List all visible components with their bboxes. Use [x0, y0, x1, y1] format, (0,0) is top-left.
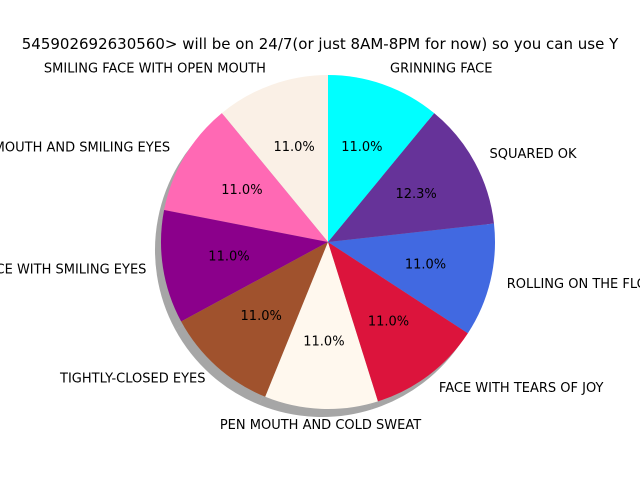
pie-slice-3 [181, 242, 328, 397]
slice-label-0: SMILING FACE WITH OPEN MOUTH [44, 62, 266, 77]
slice-label-8: GRINNING FACE [390, 62, 492, 77]
pie-slice-6 [328, 223, 496, 334]
slice-pct-label-0: 11.0% [273, 140, 314, 155]
pie-slices [160, 75, 496, 409]
slice-pct-label-2: 11.0% [208, 250, 249, 265]
pie-slice-7 [328, 113, 494, 242]
slice-label-1: TH OPEN MOUTH AND SMILING EYES [0, 140, 170, 155]
pie-slice-1 [164, 113, 328, 242]
pie-slice-2 [160, 210, 328, 322]
slice-pct-label-6: 11.0% [405, 258, 446, 273]
slice-label-7: SQUARED OK [490, 147, 578, 162]
pie-slice-8 [328, 75, 435, 242]
slice-label-5: FACE WITH TEARS OF JOY [439, 381, 604, 396]
slice-pct-label-4: 11.0% [303, 335, 344, 350]
pie-slice-5 [328, 242, 468, 402]
slice-pct-label-1: 11.0% [221, 183, 262, 198]
pie-slice-0 [221, 75, 328, 242]
slice-pct-label-7: 12.3% [395, 187, 436, 202]
slice-pct-label-5: 11.0% [368, 314, 409, 329]
pie-labels: SMILING FACE WITH OPEN MOUTH 11.0% TH OPEN… [0, 62, 640, 433]
slice-label-4: PEN MOUTH AND COLD SWEAT [220, 418, 421, 433]
slice-pct-label-8: 11.0% [341, 140, 382, 155]
pie-slice-4 [265, 242, 378, 409]
slice-label-3: TIGHTLY-CLOSED EYES [59, 371, 206, 386]
chart-title: 545902692630560> will be on 24/7(or just… [22, 35, 619, 53]
slice-label-6: ROLLING ON THE FLOOR LA [507, 277, 640, 292]
slice-label-2: ACE WITH SMILING EYES [0, 262, 146, 277]
slice-pct-label-3: 11.0% [241, 309, 282, 324]
